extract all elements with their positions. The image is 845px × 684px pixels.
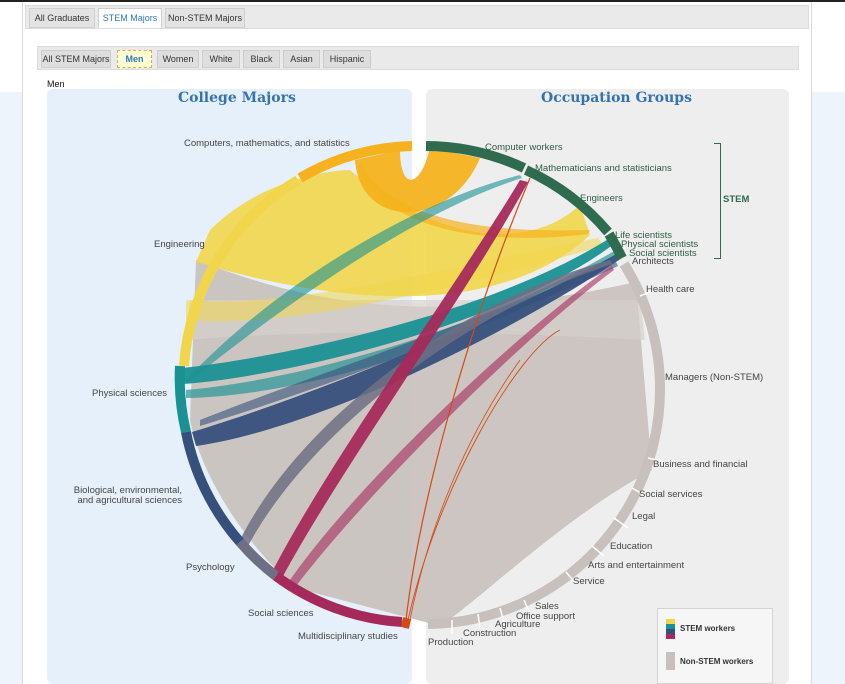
- filter-white[interactable]: White: [202, 50, 240, 68]
- legend-swatch-nonstem: [666, 652, 675, 670]
- occupation-label-social-services: Social services: [639, 489, 703, 500]
- filter-black[interactable]: Black: [243, 50, 280, 68]
- occupation-label-health-care: Health care: [646, 284, 695, 295]
- arc-psychology: [236, 538, 280, 580]
- occupation-tick-marks: [451, 289, 665, 634]
- tab-all-graduates[interactable]: All Graduates: [29, 8, 95, 28]
- stem-bracket: [714, 143, 721, 259]
- legend-swatch-yellow: [666, 619, 675, 624]
- occupation-label-managers: Managers (Non-STEM): [665, 372, 764, 383]
- legend-swatch-navy: [666, 629, 675, 634]
- social-sciences-ribbon-1: [272, 180, 528, 578]
- filter-asian[interactable]: Asian: [283, 50, 320, 68]
- occupation-label-agriculture: Agriculture: [495, 619, 541, 630]
- occupation-label-education: Education: [610, 541, 653, 552]
- occupation-label-construction: Construction: [463, 628, 517, 639]
- legend-swatch-maroon: [666, 634, 675, 639]
- occupation-label-life-scientists: Life scientists: [615, 230, 673, 241]
- occupation-label-physical-scientists: Physical scientists: [621, 239, 699, 250]
- physical-sciences-ribbon-1: [182, 238, 614, 384]
- arc-engineers: [523, 165, 612, 236]
- legend-nonstem-label: Non-STEM workers: [680, 657, 754, 666]
- arc-multidisciplinary-studies: [400, 617, 412, 629]
- occupation-label-business-financial: Business and financial: [653, 459, 748, 470]
- legend-swatch-teal: [666, 624, 675, 629]
- occupation-label-legal: Legal: [632, 511, 656, 522]
- filter-men[interactable]: Men: [117, 50, 152, 68]
- stem-bracket-label: STEM: [723, 194, 750, 205]
- legend-stem-label: STEM workers: [680, 624, 736, 633]
- arc-computers-mathematics-statistics: [297, 141, 413, 183]
- occupation-label-architects: Architects: [632, 256, 674, 267]
- major-label-social-sciences: Social sciences: [248, 608, 314, 619]
- occupation-label-sales: Sales: [535, 601, 559, 612]
- multidisciplinary-ribbon-1: [405, 177, 531, 621]
- arc-engineering: [179, 175, 301, 367]
- occupation-label-computer-workers: Computer workers: [485, 142, 563, 153]
- filter-women[interactable]: Women: [157, 50, 199, 68]
- major-label-psychology: Psychology: [186, 562, 235, 573]
- arc-other-stem: [604, 231, 627, 261]
- occupation-label-office-support: Office support: [516, 611, 575, 622]
- occupation-label-engineers: Engineers: [580, 193, 623, 204]
- major-label-computers: Computers, mathematics, and statistics: [184, 138, 350, 149]
- legend: STEM workers Non-STEM workers: [657, 608, 773, 684]
- multidisciplinary-ribbon-3: [409, 359, 521, 621]
- major-label-biological: Biological, environmental, and agricultu…: [73, 485, 182, 506]
- major-label-multidisciplinary: Multidisciplinary studies: [298, 631, 398, 642]
- main-tab-bar: All Graduates STEM Majors Non-STEM Major…: [25, 5, 809, 29]
- filter-all-stem-majors[interactable]: All STEM Majors: [41, 50, 111, 68]
- filter-tab-bar: All STEM Majors Men Women White Black As…: [37, 46, 799, 70]
- arc-biological-sciences: [181, 431, 244, 546]
- occupation-label-mathematicians: Mathematicians and statisticians: [535, 163, 672, 174]
- tab-stem-majors[interactable]: STEM Majors: [98, 8, 162, 28]
- occupation-label-production: Production: [428, 637, 474, 648]
- arc-social-sciences: [273, 571, 403, 627]
- college-majors-heading: College Majors: [178, 90, 296, 106]
- arc-computer-workers: [425, 141, 527, 173]
- page-background-right: [812, 92, 845, 684]
- selection-label: Men: [47, 79, 65, 89]
- arc-physical-sciences: [174, 365, 191, 434]
- major-label-physical-sciences: Physical sciences: [92, 388, 167, 399]
- biological-ribbon-1: [192, 252, 622, 446]
- page-background-left: [0, 92, 22, 684]
- biological-ribbon-2: [200, 262, 618, 426]
- occupation-groups-heading: Occupation Groups: [541, 90, 692, 106]
- occupation-label-service: Service: [573, 576, 605, 587]
- occupation-label-social-scientists: Social scientists: [629, 248, 697, 259]
- occupation-label-arts-entertainment: Arts and entertainment: [588, 560, 685, 571]
- filter-hispanic[interactable]: Hispanic: [323, 50, 371, 68]
- major-label-engineering: Engineering: [154, 239, 205, 250]
- top-border: [0, 0, 845, 2]
- tab-non-stem-majors[interactable]: Non-STEM Majors: [165, 8, 245, 28]
